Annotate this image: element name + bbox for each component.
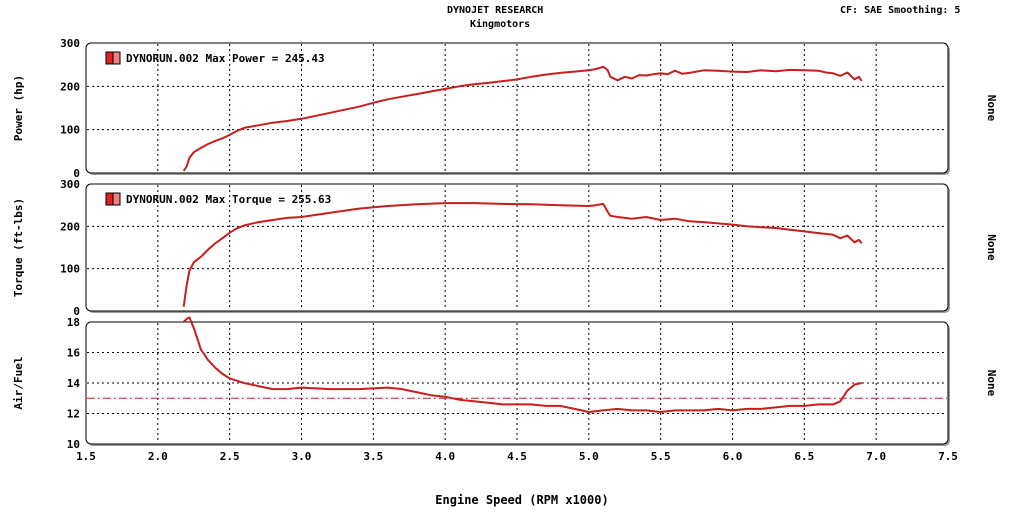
y-tick-label: 100 <box>60 263 80 276</box>
x-tick-label: 4.5 <box>507 450 527 463</box>
y-tick-label: 100 <box>60 124 80 137</box>
x-tick-label: 5.0 <box>579 450 599 463</box>
y-tick-label: 0 <box>73 167 80 180</box>
y-tick-label: 14 <box>67 377 81 390</box>
y-tick-label: 0 <box>73 305 80 318</box>
chart-subtitle: Kingmotors <box>470 19 531 30</box>
y-axis-label: Air/Fuel <box>12 357 25 410</box>
series-line <box>182 316 863 413</box>
x-tick-label: 2.0 <box>148 450 168 463</box>
side-label: None <box>985 234 998 261</box>
x-tick-label: 4.0 <box>435 450 455 463</box>
y-tick-label: 18 <box>67 316 80 329</box>
x-tick-label: 7.5 <box>938 450 958 463</box>
x-tick-label: 1.5 <box>76 450 96 463</box>
y-axis-label: Torque (ft-lbs) <box>12 198 25 297</box>
legend-swatch-dark <box>105 192 114 206</box>
y-tick-label: 10 <box>67 438 80 451</box>
y-tick-label: 12 <box>67 408 80 421</box>
legend-label: DYNORUN.002 Max Torque = 255.63 <box>126 193 331 206</box>
x-tick-label: 6.5 <box>794 450 814 463</box>
series-line <box>182 202 863 307</box>
y-tick-label: 300 <box>60 37 80 50</box>
x-tick-label: 3.0 <box>292 450 312 463</box>
y-tick-label: 200 <box>60 80 80 93</box>
x-tick-label: 7.0 <box>866 450 886 463</box>
x-tick-label: 6.0 <box>723 450 743 463</box>
side-label: None <box>985 370 998 397</box>
x-axis-label: Engine Speed (RPM x1000) <box>435 493 608 507</box>
y-tick-label: 200 <box>60 220 80 233</box>
y-tick-label: 16 <box>67 347 81 360</box>
x-tick-label: 5.5 <box>651 450 671 463</box>
chart-title: DYNOJET RESEARCH <box>447 5 544 16</box>
y-axis-label: Power (hp) <box>12 75 25 141</box>
correction-info: CF: SAE Smoothing: 5 <box>840 5 961 16</box>
legend-label: DYNORUN.002 Max Power = 245.43 <box>126 52 325 65</box>
series-line <box>182 65 863 172</box>
legend-swatch-dark <box>105 51 114 65</box>
x-tick-label: 2.5 <box>220 450 240 463</box>
y-tick-label: 300 <box>60 178 80 191</box>
side-label: None <box>985 95 998 122</box>
legend-swatch-light <box>112 192 121 206</box>
legend-swatch-light <box>112 51 121 65</box>
x-tick-label: 3.5 <box>363 450 383 463</box>
